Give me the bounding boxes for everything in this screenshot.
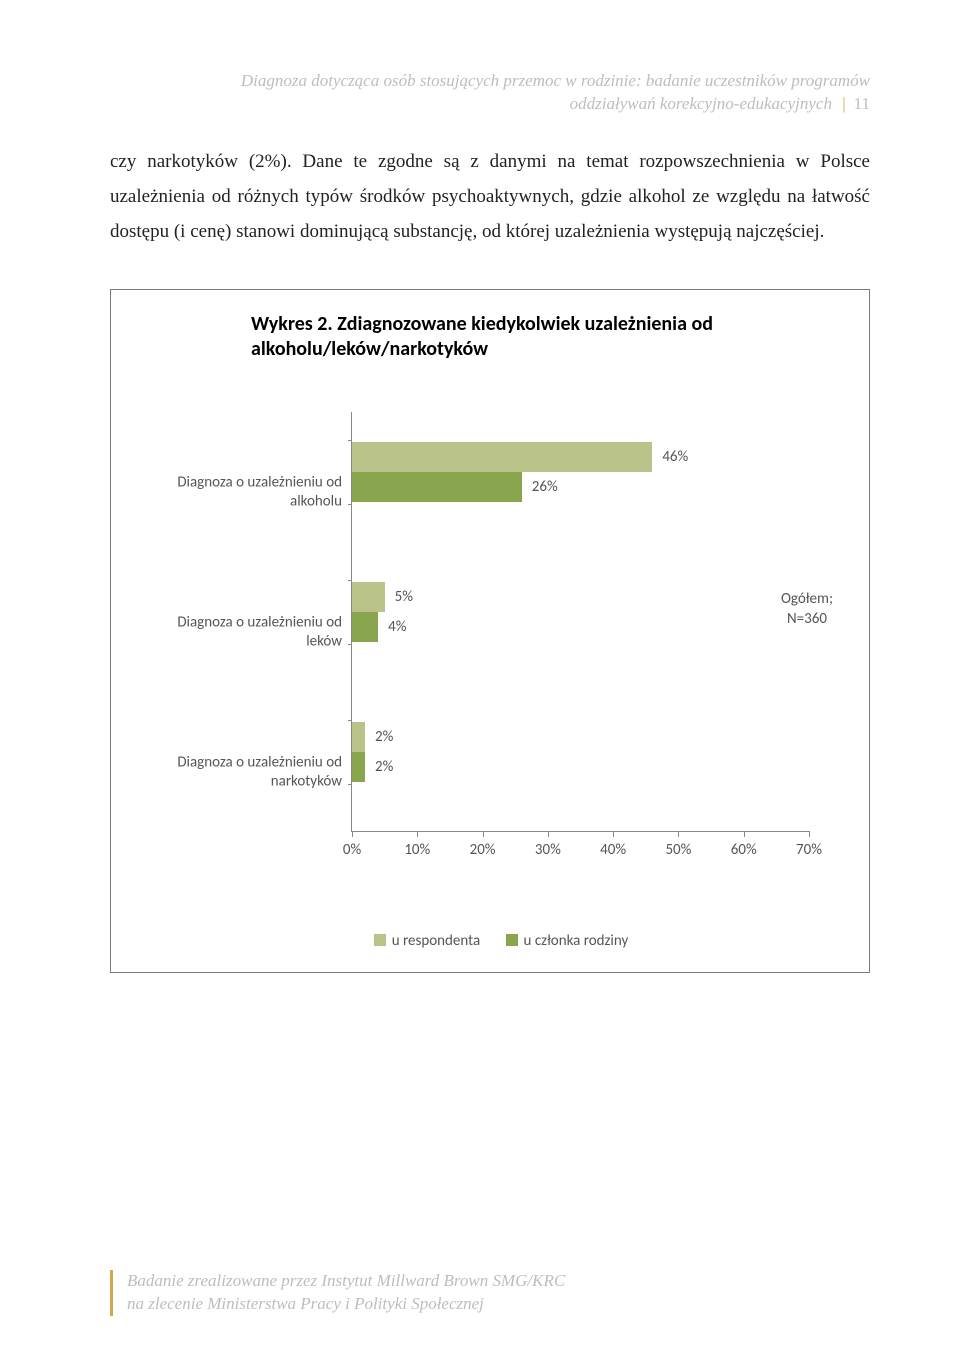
bar-series1	[352, 582, 385, 612]
bar-series2	[352, 612, 378, 642]
axis-tick-label: 40%	[600, 841, 626, 859]
header-line2-wrap: oddziaływań korekcyjno-edukacyjnych 11	[110, 93, 870, 116]
plot-area: 0%10%20%30%40%50%60%70%Diagnoza o uzależ…	[351, 412, 809, 832]
bar-series2	[352, 472, 522, 502]
side-note-line1: Ogółem;	[781, 590, 833, 610]
legend-swatch-2	[506, 934, 518, 946]
bar-value-label: 4%	[388, 618, 406, 636]
bar-series1	[352, 722, 365, 752]
axis-tick-label: 20%	[470, 841, 496, 859]
footer-line1: Badanie zrealizowane przez Instytut Mill…	[127, 1270, 870, 1293]
axis-mark	[348, 440, 352, 441]
bar-value-label: 26%	[532, 478, 558, 496]
chart-group: Diagnoza o uzależnieniu od alkoholu46%26…	[352, 422, 809, 562]
footer-line2: na zlecenie Ministerstwa Pracy i Polityk…	[127, 1293, 870, 1316]
group-label: Diagnoza o uzależnieniu od leków	[152, 614, 352, 652]
bar-series2	[352, 752, 365, 782]
bar-value-label: 5%	[395, 588, 413, 606]
axis-tick-label: 0%	[343, 841, 361, 859]
bar-value-label: 2%	[375, 758, 393, 776]
page-footer: Badanie zrealizowane przez Instytut Mill…	[110, 1270, 870, 1316]
bar-value-label: 46%	[662, 448, 688, 466]
legend-swatch-1	[374, 934, 386, 946]
header-line2: oddziaływań korekcyjno-edukacyjnych	[570, 94, 832, 113]
chart-side-note: Ogółem; N=360	[781, 590, 833, 629]
axis-tick-label: 70%	[796, 841, 822, 859]
page-number: 11	[842, 94, 870, 113]
bar-series1	[352, 442, 652, 472]
legend-label-1: u respondenta	[392, 932, 480, 950]
side-note-line2: N=360	[781, 610, 833, 630]
chart-title: Wykres 2. Zdiagnozowane kiedykolwiek uza…	[251, 312, 839, 362]
group-label: Diagnoza o uzależnieniu od narkotyków	[152, 754, 352, 792]
legend-label-2: u członka rodziny	[524, 932, 629, 950]
chart-container: Wykres 2. Zdiagnozowane kiedykolwiek uza…	[110, 289, 870, 973]
axis-mark	[348, 720, 352, 721]
axis-tick	[809, 831, 810, 837]
axis-tick-label: 10%	[404, 841, 430, 859]
header-line1: Diagnoza dotycząca osób stosujących prze…	[110, 70, 870, 93]
chart-plot: 0%10%20%30%40%50%60%70%Diagnoza o uzależ…	[141, 412, 839, 932]
page-header: Diagnoza dotycząca osób stosujących prze…	[110, 70, 870, 116]
axis-tick-label: 60%	[731, 841, 757, 859]
axis-mark	[348, 580, 352, 581]
chart-group: Diagnoza o uzależnieniu od narkotyków2%2…	[352, 702, 809, 842]
bar-value-label: 2%	[375, 728, 393, 746]
chart-legend: u respondenta u członka rodziny	[141, 932, 839, 950]
chart-group: Diagnoza o uzależnieniu od leków5%4%	[352, 562, 809, 702]
body-paragraph: czy narkotyków (2%). Dane te zgodne są z…	[110, 144, 870, 249]
axis-tick-label: 50%	[665, 841, 691, 859]
group-label: Diagnoza o uzależnieniu od alkoholu	[152, 474, 352, 512]
axis-tick-label: 30%	[535, 841, 561, 859]
